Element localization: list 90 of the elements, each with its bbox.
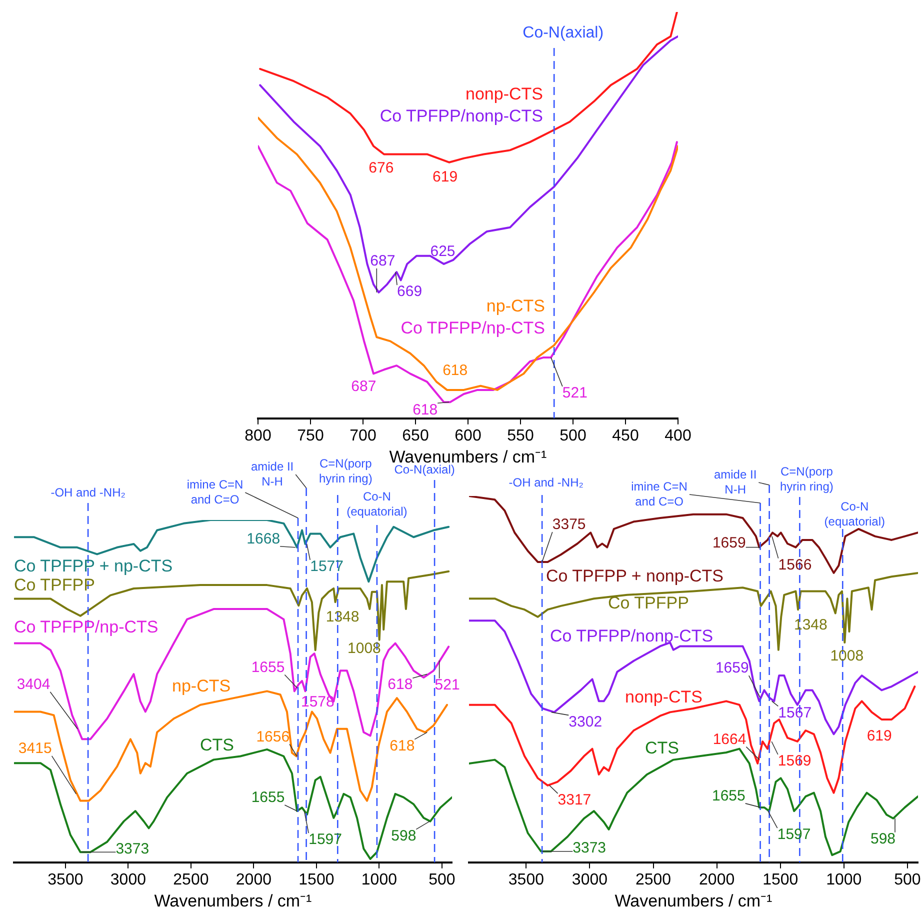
annotation: 1348 — [326, 608, 360, 626]
annotation: 1008 — [830, 648, 864, 665]
ref-line-label: C=N(porp hyrin ring) — [780, 464, 834, 494]
annotation: 687 — [370, 252, 396, 270]
x-tick-label: 400 — [664, 427, 692, 444]
annotation: 676 — [368, 159, 394, 176]
annotation: 3375 — [552, 516, 586, 534]
annotation: 3373 — [572, 840, 606, 857]
annotation: 3415 — [18, 740, 52, 758]
annotation: 619 — [432, 168, 458, 186]
ref-line-label: amide II N-H — [250, 459, 294, 488]
x-tick-label: 800 — [244, 427, 272, 444]
series-label: Co TPFPP/nonp-CTS — [550, 626, 714, 646]
annotation: 1656 — [256, 728, 290, 746]
x-tick-label: 450 — [612, 427, 639, 444]
annotation: 1655 — [251, 789, 285, 806]
series-label: CTS — [200, 736, 234, 755]
annotation: 619 — [866, 728, 892, 745]
annotation: 598 — [870, 830, 896, 848]
x-tick-label: 750 — [297, 427, 324, 444]
series-label: np-CTS — [172, 676, 231, 696]
x-tick-label: 650 — [402, 427, 429, 444]
annotation: 618 — [388, 676, 413, 694]
x-tick-label: 600 — [454, 427, 482, 444]
annotation: 3317 — [558, 792, 592, 809]
series-label: np-CTS — [486, 296, 545, 316]
text: Co TPFPP/nonp-CTS — [380, 106, 543, 126]
x-tick-label: 1500 — [762, 871, 798, 888]
x-tick-label: 500 — [428, 871, 456, 888]
annotation: 598 — [391, 827, 416, 844]
series-label: nonp-CTS — [466, 84, 543, 104]
annotation: 3404 — [16, 676, 50, 694]
annotation: 1567 — [778, 704, 812, 722]
ref-line-label: Co-N (equatorial) — [824, 499, 885, 528]
annotation: 1668 — [246, 530, 280, 548]
x-tick-label: 2500 — [635, 871, 672, 888]
annotation: 1664 — [712, 730, 746, 748]
annotation: 1659 — [715, 660, 749, 677]
annotation: 1655 — [251, 658, 285, 676]
ref-line-label: Co-N(axial) — [522, 24, 604, 42]
x-tick-label: 1000 — [361, 871, 398, 888]
x-tick-label: 500 — [894, 871, 921, 888]
annotation: 1008 — [348, 640, 381, 657]
series-label: nonp-CTS — [625, 688, 702, 707]
series-label: Co TPFPP + nonp-CTS — [546, 566, 724, 586]
x-tick-label: 1500 — [298, 871, 334, 888]
x-tick-label: 700 — [350, 427, 376, 444]
x-tick-label: 3000 — [572, 871, 608, 888]
annotation: 687 — [351, 378, 376, 395]
x-tick-label: 3000 — [110, 871, 146, 888]
x-tick-label: 3500 — [48, 871, 84, 888]
ref-line-label: -OH and -NH₂ — [50, 485, 126, 500]
annotation: 618 — [442, 362, 468, 380]
ref-line-label: imine C=N and C=O — [631, 479, 688, 508]
x-tick-label: 1000 — [826, 871, 862, 888]
series-label: Co TPFPP — [608, 594, 689, 613]
x-tick-label: 550 — [507, 427, 534, 444]
ref-line-label: C=N(porp hyrin ring) — [318, 456, 372, 486]
annotation: 521 — [434, 676, 460, 694]
x-tick-label: 2500 — [173, 871, 209, 888]
annotation: 1655 — [712, 788, 746, 805]
series-label: Co TPFPP/np-CTS — [400, 318, 545, 338]
annotation: 1348 — [794, 616, 828, 634]
annotation: 1597 — [308, 831, 342, 848]
series-label: CTS — [645, 738, 679, 758]
ref-line-label: Co-N (equatorial) — [346, 489, 408, 518]
annotation: 669 — [397, 283, 422, 300]
annotation: 521 — [562, 384, 588, 402]
x-tick-label: 2000 — [699, 871, 735, 888]
annotation: 618 — [412, 401, 438, 418]
annotation: 1577 — [310, 558, 344, 576]
x-axis-title: Wavenumbers / cm⁻¹ — [614, 891, 773, 910]
annotation: 1578 — [300, 693, 334, 710]
ref-line-label: amide II N-H — [714, 467, 757, 496]
x-tick-label: 500 — [560, 427, 586, 444]
x-axis-title: Wavenumbers / cm⁻¹ — [154, 891, 312, 910]
annotation: 1659 — [712, 534, 746, 552]
x-tick-label: 3500 — [508, 871, 544, 888]
ref-line-label: Co-N(axial) — [394, 462, 455, 476]
annotation: 625 — [430, 243, 456, 260]
series-label: Co TPFPP/np-CTS — [14, 618, 158, 637]
annotation: 3302 — [568, 713, 602, 730]
ref-line-label: -OH and -NH₂ — [508, 475, 584, 490]
annotation: 3373 — [116, 840, 150, 858]
annotation: 1597 — [777, 826, 811, 844]
annotation: 618 — [390, 737, 415, 754]
series-label: Co TPFPP — [14, 576, 95, 595]
ref-line-label: imine C=N and C=O — [186, 477, 244, 506]
x-tick-label: 2000 — [236, 871, 272, 888]
series-label: Co TPFPP + np-CTS — [14, 556, 173, 576]
